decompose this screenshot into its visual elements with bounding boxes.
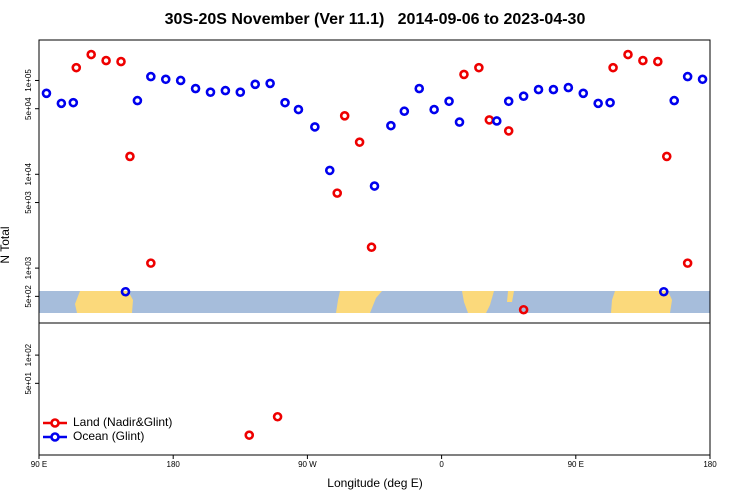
point — [120, 286, 131, 297]
point — [414, 83, 425, 94]
point — [608, 62, 618, 73]
point — [669, 95, 680, 106]
point — [518, 304, 529, 315]
point — [366, 242, 377, 253]
point — [71, 62, 82, 73]
map-strip — [39, 291, 710, 313]
y-tick-label: 1e+05 — [24, 69, 33, 92]
point — [205, 87, 216, 97]
point — [280, 97, 290, 108]
point — [132, 95, 143, 106]
x-tick-label: 90 E — [31, 460, 47, 469]
point — [146, 71, 156, 82]
point — [86, 49, 96, 60]
point — [563, 82, 574, 93]
ocean-band — [39, 291, 710, 313]
point — [682, 258, 693, 268]
point — [593, 98, 603, 109]
point — [101, 55, 111, 66]
point — [459, 69, 469, 80]
y-tick-label: 1e+03 — [24, 256, 33, 279]
point — [454, 117, 465, 127]
point — [310, 122, 320, 132]
chart-title: 30S-20S November (Ver 11.1) 2014-09-06 t… — [165, 11, 586, 28]
point — [638, 55, 648, 66]
point — [220, 85, 231, 96]
point — [491, 116, 502, 126]
point — [265, 78, 275, 89]
legend-label: Ocean (Glint) — [73, 429, 144, 443]
point — [146, 258, 156, 268]
x-axis-label: Longitude (deg E) — [327, 476, 422, 490]
point — [160, 74, 171, 85]
point — [518, 91, 529, 101]
point — [399, 106, 410, 117]
point — [175, 75, 186, 86]
point — [386, 120, 396, 131]
point — [41, 88, 52, 99]
point — [56, 98, 67, 109]
y-tick-label: 1e+04 — [24, 163, 33, 186]
land-shape — [507, 291, 514, 302]
y-tick-label: 5e+04 — [24, 97, 33, 120]
lower-frame — [38, 322, 711, 456]
legend-marker — [50, 418, 60, 428]
point — [190, 83, 201, 94]
legend-label: Land (Nadir&Glint) — [73, 415, 172, 429]
point — [503, 96, 514, 107]
point — [658, 286, 669, 297]
legend-marker — [50, 432, 60, 442]
y-tick-label: 5e+02 — [24, 285, 33, 308]
point — [661, 151, 672, 162]
land-shape — [462, 291, 494, 313]
x-tick-label: 0 — [439, 460, 444, 469]
point — [272, 411, 283, 422]
point — [339, 111, 350, 121]
x-tick-label: 90 E — [568, 460, 584, 469]
point — [578, 88, 589, 99]
point — [474, 62, 484, 73]
point — [444, 96, 454, 107]
point — [623, 49, 633, 60]
y-tick-label: 5e+03 — [24, 191, 33, 214]
point — [332, 188, 343, 198]
y-tick-label: 5e+01 — [24, 372, 33, 395]
land-shape — [611, 291, 672, 313]
y-tick-label: 1e+02 — [24, 343, 33, 366]
land-shape — [336, 291, 382, 313]
point — [697, 74, 708, 85]
x-tick-label: 180 — [167, 460, 181, 469]
point — [244, 430, 255, 440]
point — [116, 56, 126, 67]
point — [533, 84, 544, 95]
point — [125, 151, 135, 162]
point — [354, 137, 365, 147]
point — [605, 97, 615, 108]
point — [682, 71, 693, 82]
point — [548, 84, 559, 95]
x-tick-label: 90 W — [298, 460, 317, 469]
point — [250, 79, 261, 90]
point — [429, 104, 439, 115]
point — [653, 56, 663, 67]
point — [324, 165, 335, 176]
x-tick-label: 180 — [703, 460, 717, 469]
point — [503, 126, 514, 136]
land-shape — [75, 291, 133, 313]
point — [369, 181, 380, 191]
y-axis-label: N Total — [0, 226, 12, 263]
point — [293, 104, 304, 115]
point — [235, 87, 246, 97]
point — [68, 97, 79, 108]
point — [484, 115, 495, 125]
